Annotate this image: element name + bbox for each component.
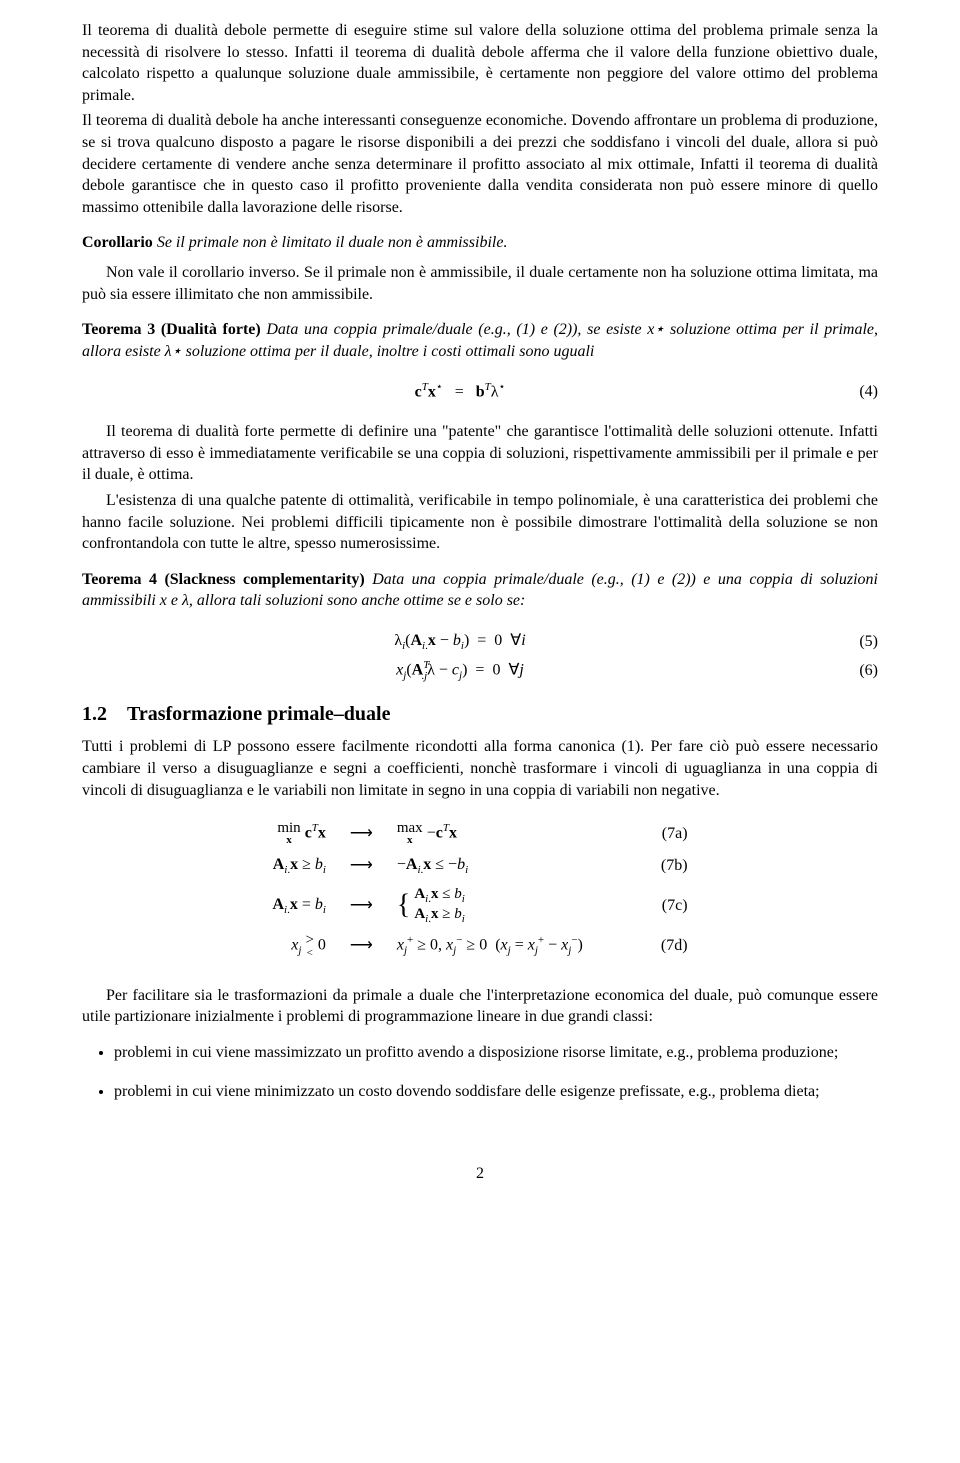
equation-5-number: (5) [838, 631, 878, 653]
page-number: 2 [82, 1163, 878, 1185]
arrow-icon: ⟶ [334, 817, 389, 850]
paragraph-3: Non vale il corollario inverso. Se il pr… [82, 262, 878, 305]
equation-4-body: cTx⋆ = bTλ⋆ [82, 380, 838, 403]
equation-7a: minx cTx ⟶ maxx −cTx (7a) [264, 817, 695, 850]
equation-4: cTx⋆ = bTλ⋆ (4) [82, 380, 878, 403]
eq7a-number: (7a) [591, 817, 696, 850]
eq7a-lhs: minx cTx [264, 817, 333, 850]
section-1-2-heading: 1.2 Trasformazione primale–duale [82, 701, 878, 728]
equation-4-number: (4) [838, 381, 878, 403]
corollary-block: Corollario Se il primale non è limitato … [82, 232, 878, 254]
bullet-list: problemi in cui viene massimizzato un pr… [82, 1042, 878, 1103]
corollary-text: Se il primale non è limitato il duale no… [153, 234, 508, 251]
equation-7-table: minx cTx ⟶ maxx −cTx (7a) Ai.x ≥ bi ⟶ −A… [264, 817, 695, 962]
list-item: problemi in cui viene massimizzato un pr… [114, 1042, 878, 1064]
theorem-3-block: Teorema 3 (Dualità forte) Data una coppi… [82, 319, 878, 362]
paragraph-5: L'esistenza di una qualche patente di ot… [82, 490, 878, 555]
corollary-label: Corollario [82, 234, 153, 251]
paragraph-intro-1: Il teorema di dualità debole permette di… [82, 20, 878, 106]
theorem-4-label: Teorema 4 (Slackness complementarity) [82, 571, 365, 588]
eq7a-rhs: maxx −cTx [389, 817, 591, 850]
eq7b-rhs: −Ai.x ≤ −bi [389, 850, 591, 882]
eq7c-number: (7c) [591, 882, 696, 929]
list-item: problemi in cui viene minimizzato un cos… [114, 1081, 878, 1103]
eq7d-lhs: xj >< 0 [264, 929, 333, 962]
eq7b-lhs: Ai.x ≥ bi [264, 850, 333, 882]
equation-7b: Ai.x ≥ bi ⟶ −Ai.x ≤ −bi (7b) [264, 850, 695, 882]
equation-7d: xj >< 0 ⟶ xj+ ≥ 0, xj− ≥ 0 (xj = xj+ − x… [264, 929, 695, 962]
arrow-icon: ⟶ [334, 929, 389, 962]
theorem-3-label: Teorema 3 (Dualità forte) [82, 321, 261, 338]
equation-5-body: λi(Ai.x − bi) = 0 ∀i [82, 630, 838, 654]
eq7c-lhs: Ai.x = bi [264, 882, 333, 929]
equation-6: xj(AT.jλ − cj) = 0 ∀j (6) [82, 658, 878, 683]
arrow-icon: ⟶ [334, 882, 389, 929]
eq7c-rhs: { Ai.x ≤ bi Ai.x ≥ bi [389, 882, 591, 929]
arrow-icon: ⟶ [334, 850, 389, 882]
paragraph-4: Il teorema di dualità forte permette di … [82, 421, 878, 486]
equation-6-body: xj(AT.jλ − cj) = 0 ∀j [82, 658, 838, 683]
paragraph-6: Tutti i problemi di LP possono essere fa… [82, 736, 878, 801]
paragraph-7: Per facilitare sia le trasformazioni da … [82, 985, 878, 1028]
paragraph-intro-2: Il teorema di dualità debole ha anche in… [82, 110, 878, 218]
equation-7c: Ai.x = bi ⟶ { Ai.x ≤ bi Ai.x ≥ bi (7c) [264, 882, 695, 929]
eq7b-number: (7b) [591, 850, 696, 882]
eq7d-rhs: xj+ ≥ 0, xj− ≥ 0 (xj = xj+ − xj−) [389, 929, 591, 962]
equation-6-number: (6) [838, 660, 878, 682]
theorem-4-block: Teorema 4 (Slackness complementarity) Da… [82, 569, 878, 612]
equation-5: λi(Ai.x − bi) = 0 ∀i (5) [82, 630, 878, 654]
eq7d-number: (7d) [591, 929, 696, 962]
